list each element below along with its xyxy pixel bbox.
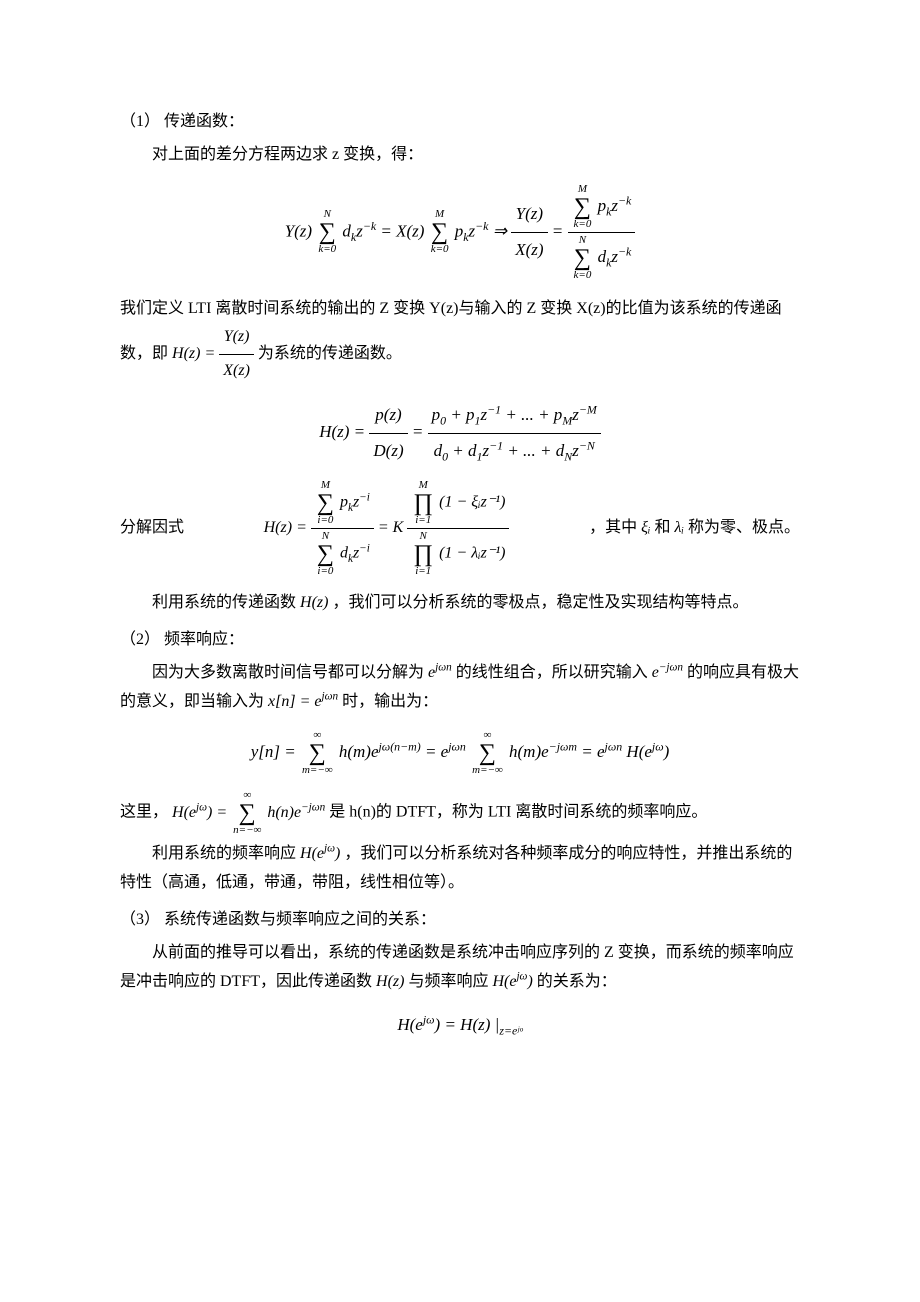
s2-para2: 这里， H(ejω) = ∞∑n=−∞ h(n)e−jωn 是 h(n)的 DT… bbox=[120, 790, 800, 836]
s1-para2: 我们定义 LTI 离散时间系统的输出的 Z 变换 Y(z)与输入的 Z 变换 X… bbox=[120, 295, 800, 386]
s2-para3: 利用系统的频率响应 H(ejω) ，我们可以分析系统对各种频率成分的响应特性，并… bbox=[120, 840, 800, 898]
s3-para1: 从前面的推导可以看出，系统的传递函数是系统冲击响应序列的 Z 变换，而系统的频率… bbox=[120, 939, 800, 997]
section-2-header: （2） 频率响应： bbox=[120, 626, 800, 655]
equation-5: H(ejω) = H(z) |z=eʲᵒ bbox=[120, 1010, 800, 1041]
s2-para1: 因为大多数离散时间信号都可以分解为 ejωn 的线性组合，所以研究输入 e−jω… bbox=[120, 659, 800, 717]
equation-1: Y(z) N∑k=0 dkz−k = X(z) M∑k=0 pkz−k ⇒ Y(… bbox=[120, 184, 800, 281]
section-3-header: （3） 系统传递函数与频率响应之间的关系： bbox=[120, 906, 800, 935]
equation-4: y[n] = ∞∑m=−∞ h(m)ejω(n−m) = ejωn ∞∑m=−∞… bbox=[120, 730, 800, 776]
s1-line1: 对上面的差分方程两边求 z 变换，得： bbox=[120, 141, 800, 170]
equation-3-row: 分解因式 H(z) = M∑i=0 pkz−i N∑i=0 dkz−i = K … bbox=[120, 480, 800, 577]
s1-para3: 利用系统的传递函数 H(z) ，我们可以分析系统的零极点，稳定性及实现结构等特点… bbox=[120, 589, 800, 618]
equation-2: H(z) = p(z)D(z) = p0 + p1z−1 + ... + pMz… bbox=[120, 400, 800, 466]
section-1-header: （1） 传递函数： bbox=[120, 108, 800, 137]
